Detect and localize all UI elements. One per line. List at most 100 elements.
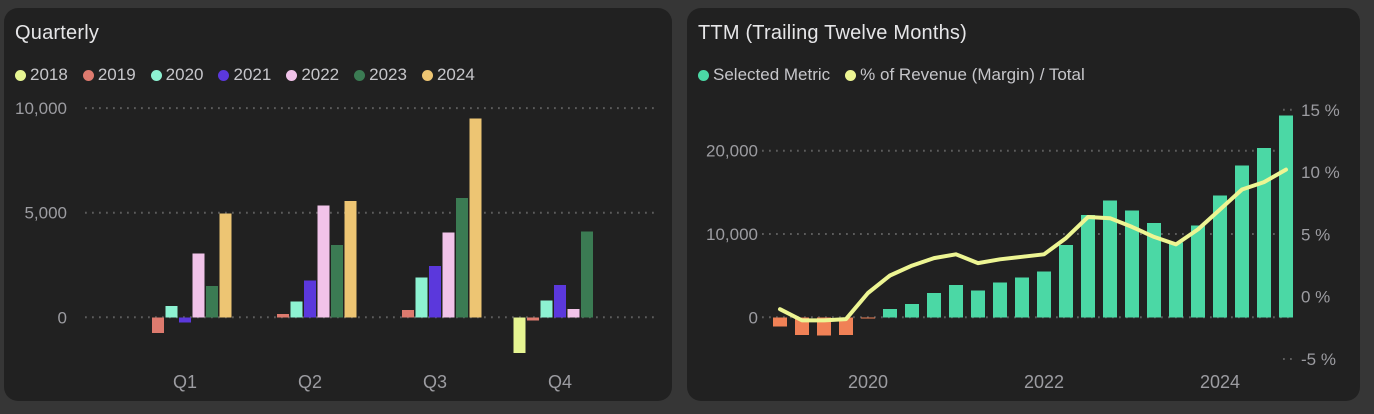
x-axis-tick-label: 2022 — [1024, 372, 1064, 392]
bar-2023-Q3[interactable] — [455, 198, 468, 318]
legend-dot-icon — [150, 69, 162, 81]
bar-2022-Q1[interactable] — [192, 253, 205, 318]
left-axis-tick-label: 0 — [749, 308, 758, 327]
quarterly-title: Quarterly — [15, 22, 100, 44]
bar-2021-Q4[interactable] — [554, 284, 566, 318]
ttm-bar-18[interactable] — [1169, 242, 1183, 318]
ttm-bar-13[interactable] — [1059, 244, 1073, 318]
ttm-bar-10[interactable] — [993, 282, 1007, 318]
ttm-bar-22[interactable] — [1257, 148, 1271, 318]
legend-dot-icon — [698, 69, 709, 81]
ttm-bar-9[interactable] — [971, 290, 985, 318]
legend-label: 2022 — [301, 65, 340, 84]
legend-item[interactable]: % of Revenue (Margin) / Total — [845, 65, 1085, 85]
x-axis-tick-label: Q2 — [298, 372, 322, 392]
legend-item[interactable]: 2019 — [82, 65, 136, 85]
bar-2020-Q2[interactable] — [290, 301, 303, 318]
bar-2022-Q2[interactable] — [317, 205, 330, 318]
ttm-bar-11[interactable] — [1015, 277, 1029, 318]
ttm-bar-16[interactable] — [1125, 210, 1139, 318]
ttm-bar-15[interactable] — [1103, 200, 1117, 318]
ttm-bar-20[interactable] — [1213, 195, 1227, 318]
ttm-bar-19[interactable] — [1191, 225, 1205, 318]
bar-2019-Q3[interactable] — [402, 310, 415, 318]
x-axis-tick-label: Q3 — [423, 372, 447, 392]
bar-2022-Q3[interactable] — [442, 232, 455, 318]
legend-dot-icon — [354, 69, 366, 81]
bar-2019-Q4[interactable] — [527, 317, 540, 321]
ttm-legend: Selected Metric % of Revenue (Margin) / T… — [698, 65, 1100, 85]
right-axis-tick-label: 15 % — [1301, 101, 1340, 120]
y-axis-tick-label: 5,000 — [24, 204, 67, 223]
left-axis-tick-label: 10,000 — [706, 225, 758, 244]
ttm-bar-21[interactable] — [1235, 165, 1249, 318]
ttm-bar-8[interactable] — [949, 284, 963, 318]
y-axis-tick-label: 10,000 — [15, 99, 67, 118]
legend-item[interactable]: 2024 — [421, 65, 475, 85]
bar-2023-Q4[interactable] — [580, 231, 593, 318]
ttm-bar-12[interactable] — [1037, 271, 1051, 318]
ttm-title: TTM (Trailing Twelve Months) — [698, 22, 967, 44]
bar-2020-Q1[interactable] — [165, 305, 178, 318]
right-axis-tick-label: 0 % — [1301, 288, 1330, 307]
ttm-bar-14[interactable] — [1081, 214, 1095, 318]
bar-2019-Q2[interactable] — [277, 314, 290, 318]
ttm-bar-17[interactable] — [1147, 223, 1161, 318]
legend-label: 2019 — [97, 65, 136, 84]
ttm-panel: TTM (Trailing Twelve Months) Selected Me… — [687, 8, 1360, 401]
bar-2024-Q3[interactable] — [469, 118, 482, 318]
ttm-bar-6[interactable] — [905, 304, 919, 318]
bar-2021-Q1[interactable] — [179, 317, 191, 323]
x-axis-tick-label: Q1 — [173, 372, 197, 392]
bar-2023-Q1[interactable] — [205, 285, 218, 318]
ttm-bar-23[interactable] — [1279, 115, 1293, 318]
legend-label: 2020 — [165, 65, 204, 84]
legend-item[interactable]: 2022 — [286, 65, 339, 85]
legend-dot-icon — [82, 69, 94, 81]
margin-percent-line[interactable] — [778, 167, 1288, 323]
bar-2018-Q4[interactable] — [513, 317, 526, 353]
legend-dot-icon — [286, 69, 298, 81]
ttm-bar-3[interactable] — [839, 317, 853, 335]
legend-label: Selected Metric — [713, 65, 831, 84]
legend-dot-icon — [15, 69, 26, 81]
bar-2019-Q1[interactable] — [152, 317, 165, 333]
right-axis-tick-label: -5 % — [1301, 350, 1336, 369]
legend-item[interactable]: 2021 — [218, 65, 271, 85]
right-axis-tick-label: 5 % — [1301, 225, 1330, 244]
left-axis-tick-label: 20,000 — [706, 142, 758, 161]
bar-2020-Q3[interactable] — [415, 277, 428, 318]
quarterly-legend: 2018 2019 2020 2021 2022 2023 2024 — [15, 65, 490, 85]
bar-2022-Q4[interactable] — [567, 308, 580, 318]
bar-2024-Q2[interactable] — [344, 201, 357, 318]
legend-item[interactable]: 2023 — [354, 65, 407, 85]
ttm-chart: 0 10,000 20,000 -5 % 0 % 5 % 10 % 15 % 2020 2022 2… — [706, 101, 1340, 392]
bar-2023-Q2[interactable] — [330, 245, 343, 318]
legend-label: % of Revenue (Margin) / Total — [860, 65, 1085, 84]
ttm-bar-7[interactable] — [927, 293, 941, 318]
legend-label: 2021 — [233, 65, 272, 84]
x-axis-tick-label: 2024 — [1200, 372, 1240, 392]
bar-2020-Q4[interactable] — [540, 300, 553, 318]
bar-2021-Q2[interactable] — [304, 280, 316, 318]
legend-item[interactable]: 2018 — [15, 65, 68, 85]
bar-2024-Q1[interactable] — [219, 213, 232, 318]
legend-dot-icon — [421, 69, 433, 81]
ttm-bar-0[interactable] — [773, 317, 787, 327]
ttm-bar-5[interactable] — [883, 309, 897, 318]
y-axis-tick-label: 0 — [58, 308, 67, 327]
legend-item[interactable]: 2020 — [150, 65, 204, 85]
x-axis-tick-label: 2020 — [848, 372, 888, 392]
ttm-bar-4[interactable] — [861, 317, 875, 319]
legend-label: 2023 — [369, 65, 407, 84]
legend-dot-icon — [218, 69, 230, 81]
quarterly-panel: Quarterly 2018 2019 2020 2021 2022 2023 2024 0… — [4, 8, 672, 401]
legend-label: 2024 — [436, 65, 475, 84]
right-axis-tick-label: 10 % — [1301, 163, 1340, 182]
bar-2021-Q3[interactable] — [429, 266, 441, 318]
x-axis-tick-label: Q4 — [548, 372, 572, 392]
legend-item[interactable]: Selected Metric — [698, 65, 830, 85]
quarterly-chart: 0 5,000 10,000 Q1 Q2 Q3 Q4 — [15, 99, 656, 392]
legend-label: 2018 — [30, 65, 68, 84]
legend-dot-icon — [845, 69, 857, 81]
